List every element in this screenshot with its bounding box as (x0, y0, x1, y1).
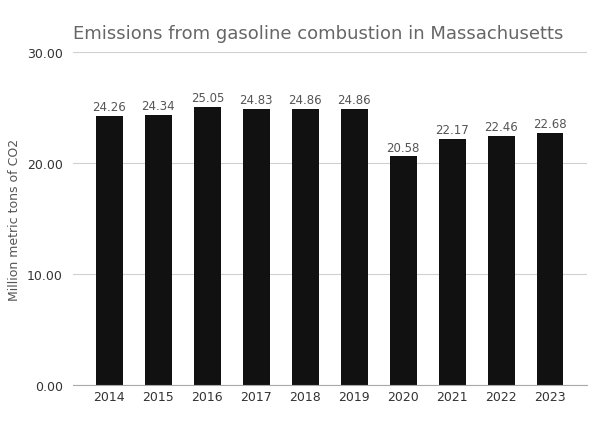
Bar (341, 110, 368, 385)
Bar (537, 134, 563, 385)
Text: 24.26: 24.26 (93, 100, 126, 113)
Text: 24.86: 24.86 (338, 94, 371, 107)
Text: 22.46: 22.46 (484, 120, 518, 134)
Bar (439, 139, 466, 385)
Text: Emissions from gasoline combustion in Massachusetts: Emissions from gasoline combustion in Ma… (73, 25, 563, 42)
Y-axis label: Million metric tons of CO2: Million metric tons of CO2 (8, 138, 21, 300)
Bar (292, 110, 319, 385)
Text: 22.68: 22.68 (533, 118, 567, 131)
Text: 24.83: 24.83 (240, 94, 273, 107)
Bar (390, 157, 417, 385)
Text: 22.17: 22.17 (435, 124, 469, 137)
Text: 24.86: 24.86 (289, 94, 322, 107)
Text: 20.58: 20.58 (387, 141, 420, 154)
Text: 25.05: 25.05 (191, 92, 224, 105)
Bar (243, 110, 270, 385)
Bar (194, 107, 221, 385)
Bar (96, 116, 123, 385)
Bar (145, 115, 172, 385)
Text: 24.34: 24.34 (142, 99, 175, 113)
Bar (488, 136, 514, 385)
